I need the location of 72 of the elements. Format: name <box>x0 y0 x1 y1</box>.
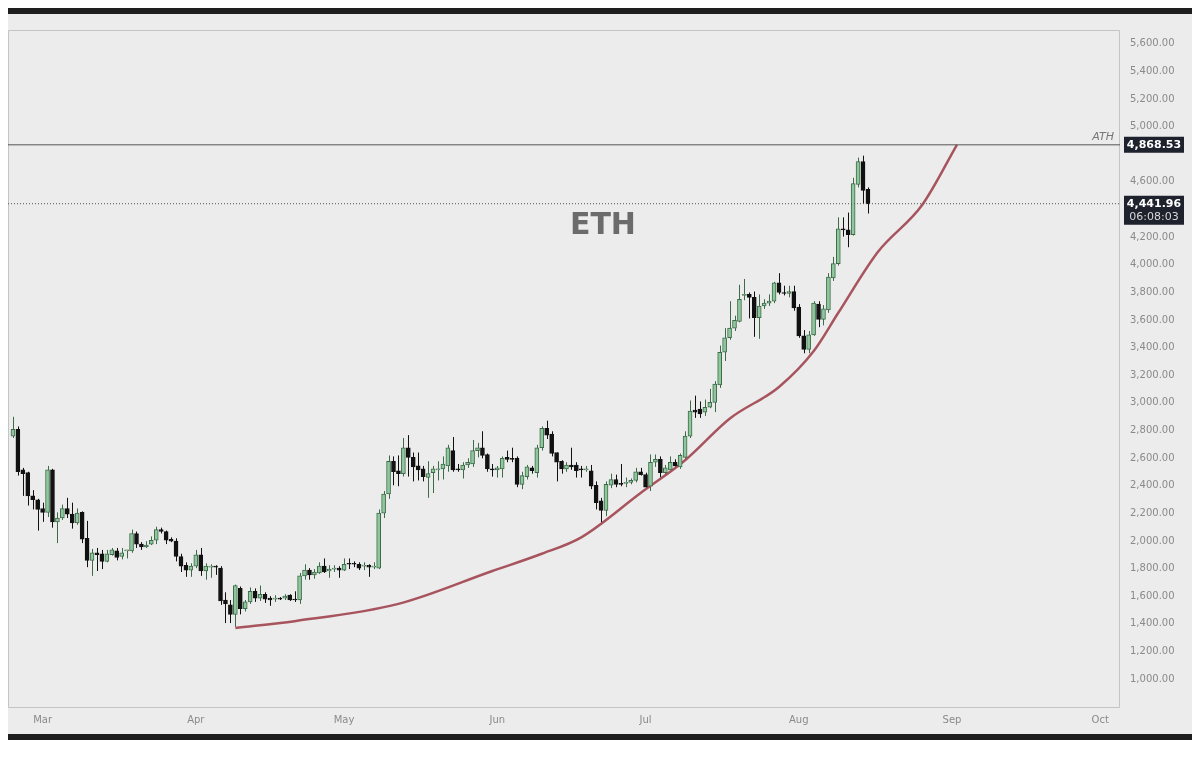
candlestick <box>450 436 456 473</box>
y-tick-label: 5,400.00 <box>1130 65 1175 77</box>
y-tick-label: 2,200.00 <box>1130 506 1175 518</box>
text: 4,868.53 <box>1126 137 1182 151</box>
candlestick <box>549 430 554 457</box>
x-tick-label: Jul <box>638 713 652 725</box>
candlestick <box>554 452 559 482</box>
candlestick <box>381 490 386 519</box>
y-tick-label: 1,000.00 <box>1130 672 1175 684</box>
candlestick <box>722 327 727 362</box>
y-tick-label: 5,600.00 <box>1130 37 1175 49</box>
candlestick <box>801 329 807 354</box>
x-tick-label: Jun <box>488 713 506 725</box>
y-tick-label: 1,200.00 <box>1130 644 1175 656</box>
candlestick <box>391 455 396 486</box>
candlestick <box>845 212 851 248</box>
x-tick-label: Mar <box>33 713 53 725</box>
y-tick-label: 5,200.00 <box>1130 92 1175 104</box>
candlestick <box>25 471 31 507</box>
candlestick <box>821 304 826 326</box>
x-tick-label: May <box>333 713 355 725</box>
y-tick-label: 3,400.00 <box>1130 341 1175 353</box>
candlestick <box>544 420 550 440</box>
candlestick <box>40 502 45 523</box>
y-tick-label: 2,800.00 <box>1130 424 1175 436</box>
y-tick-label: 2,600.00 <box>1130 451 1175 463</box>
candlestick <box>737 284 742 323</box>
line-series <box>234 143 959 630</box>
y-tick-label: 4,200.00 <box>1130 230 1175 242</box>
text: 06:08:03 <box>1129 209 1179 223</box>
y-tick-label: 3,800.00 <box>1130 285 1175 297</box>
candlestick <box>727 300 732 341</box>
text: 4,441.96 <box>1126 196 1182 210</box>
candlestick <box>228 599 233 624</box>
y-tick-label: 1,800.00 <box>1130 562 1175 574</box>
y-tick-label: 1,600.00 <box>1130 589 1175 601</box>
candlestick <box>539 425 545 452</box>
candlestick <box>69 502 75 530</box>
candlestick <box>840 216 846 238</box>
candlestick <box>396 454 401 487</box>
x-tick-label: Apr <box>187 713 206 725</box>
candlestick <box>129 529 134 554</box>
candlestick <box>806 330 811 354</box>
y-tick-label: 4,600.00 <box>1130 175 1175 187</box>
candlestick <box>751 291 757 338</box>
candlestick <box>237 585 243 615</box>
y-tick-label: 1,400.00 <box>1130 617 1175 629</box>
y-tick-label: 3,000.00 <box>1130 396 1175 408</box>
text: ETH <box>569 206 636 242</box>
candlestick <box>816 300 821 328</box>
ref-line-label: ATH <box>1091 130 1114 144</box>
candlestick <box>435 460 441 481</box>
y-tick-label: 2,400.00 <box>1130 479 1175 491</box>
candlestick <box>410 452 416 482</box>
x-tick-label: Oct <box>1091 713 1109 725</box>
candlestick <box>193 549 199 569</box>
candlestick <box>213 564 218 576</box>
candlestick <box>198 547 204 577</box>
y-tick-label: 5,000.00 <box>1130 120 1175 132</box>
y-tick-label: 4,000.00 <box>1130 258 1175 270</box>
candlestick <box>831 256 836 282</box>
y-tick-label: 3,600.00 <box>1130 313 1175 325</box>
candlestick <box>658 455 663 479</box>
x-tick-label: Sep <box>942 713 962 725</box>
y-tick-label: 2,000.00 <box>1130 534 1175 546</box>
y-tick-label: 3,200.00 <box>1130 368 1175 380</box>
candlestick <box>756 293 762 340</box>
candlestick <box>94 547 100 572</box>
candlestick <box>297 572 302 605</box>
x-tick-label: Aug <box>788 713 809 725</box>
candlestick <box>747 292 752 319</box>
candlestick <box>35 498 40 532</box>
